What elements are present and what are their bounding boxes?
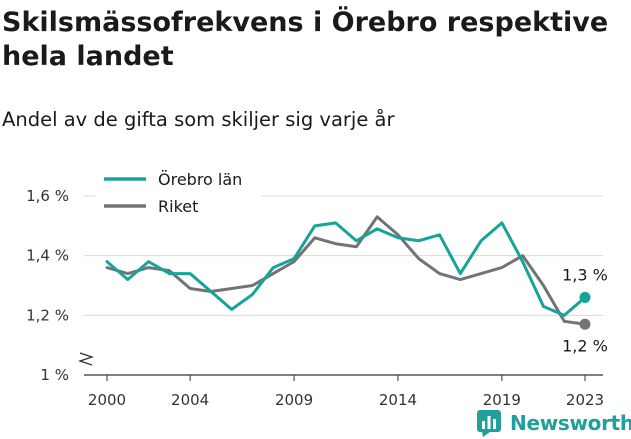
end-label-riket: 1,2 % (562, 336, 608, 355)
x-axis: 2000 2004 2009 2014 2019 2023 (84, 374, 604, 409)
end-point-orebro (579, 291, 591, 303)
x-tick-label: 2019 (483, 391, 521, 409)
x-tick-label: 2014 (379, 391, 417, 409)
newsworthy-brand: Newsworthy (476, 409, 631, 437)
x-tick-label: 2004 (171, 391, 209, 409)
chart-subtitle: Andel av de gifta som skiljer sig varje … (2, 108, 395, 131)
end-label-orebro: 1,3 % (562, 265, 608, 284)
legend-background (96, 166, 261, 222)
brand-name: Newsworthy (510, 411, 631, 435)
axis-break-icon (77, 352, 95, 366)
x-tick-label: 2000 (88, 391, 126, 409)
series-line-orebro (105, 221, 587, 317)
y-axis-ticks: 1 % 1,2 % 1,4 % 1,6 % (26, 187, 95, 384)
x-tick-label: 2023 (566, 391, 604, 409)
y-tick-label: 1 % (40, 366, 69, 384)
legend-label-orebro: Örebro län (158, 170, 242, 189)
chart-title: Skilsmässofrekvens i Örebro respektive h… (2, 7, 609, 72)
series-lines: 1,2 % 1,3 % (105, 215, 608, 355)
y-tick-label: 1,2 % (26, 306, 69, 324)
newsworthy-logo-icon (477, 410, 501, 437)
series-line-riket (105, 215, 587, 326)
y-tick-label: 1,6 % (26, 187, 69, 205)
legend-label-riket: Riket (158, 197, 198, 216)
end-point-riket (579, 318, 591, 330)
legend: Örebro län Riket (96, 166, 261, 222)
x-tick-label: 2009 (275, 391, 313, 409)
y-tick-label: 1,4 % (26, 247, 69, 265)
